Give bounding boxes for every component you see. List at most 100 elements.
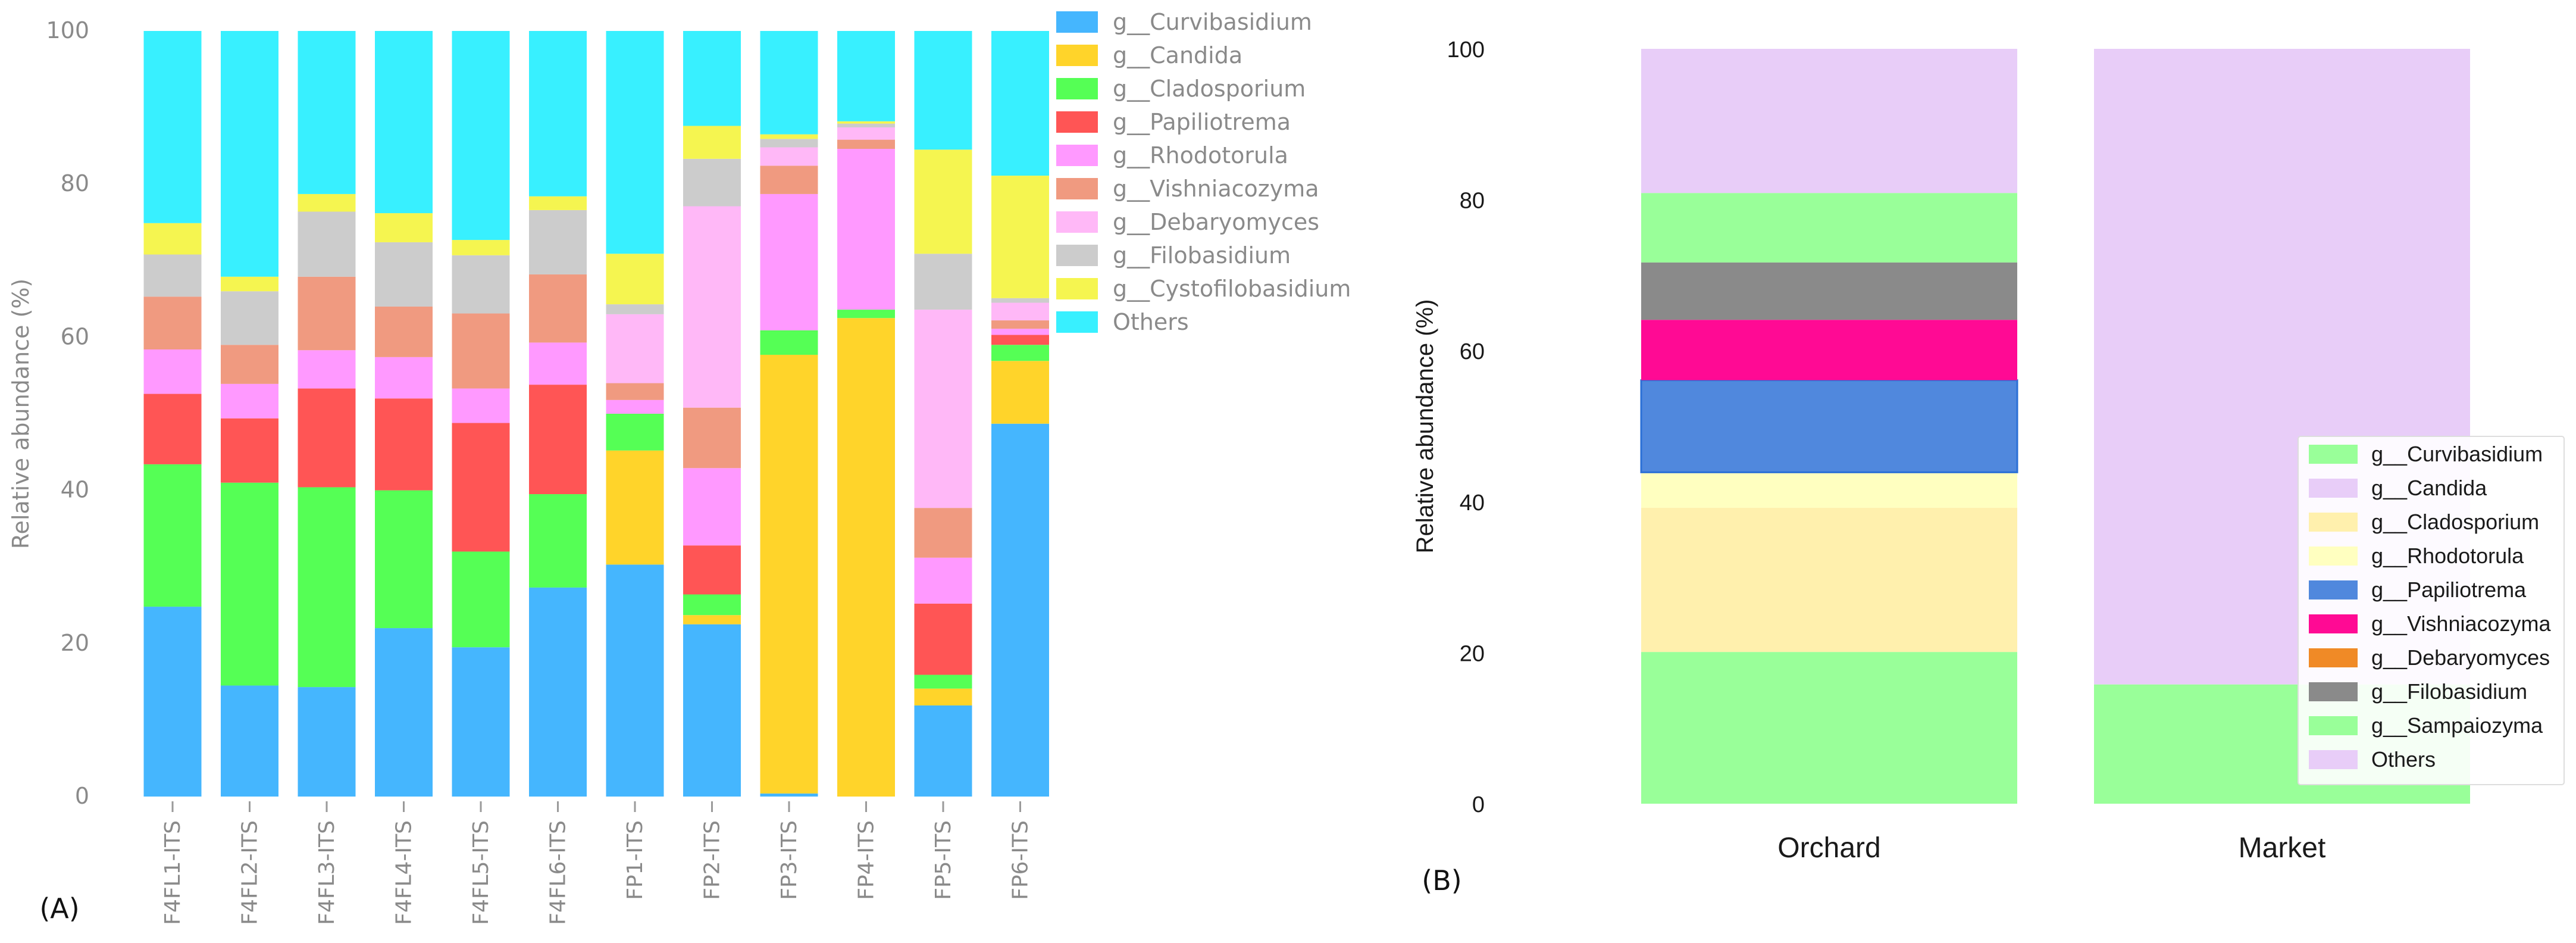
bar-fp6-its-g-papiliotrema — [991, 335, 1049, 345]
bar-f4fl6-its-g-filobasidium — [529, 210, 587, 274]
bar-f4fl4-its-g-rhodotorula — [375, 357, 433, 399]
bar-fp6-its-g-rhodotorula — [991, 329, 1049, 335]
bar-fp6-its-others — [991, 31, 1049, 176]
legend-label-g-cystofilobasidium: g__Cystofilobasidium — [1113, 276, 1351, 302]
x-tick-label: FP5-ITS — [931, 820, 956, 900]
legend-swatch-g-vishniacozyma — [2309, 614, 2358, 633]
bar-f4fl5-its-g-papiliotrema — [452, 423, 510, 552]
bar-fp1-its-g-candida — [606, 450, 664, 565]
bar-f4fl4-its-g-vishniacozyma — [375, 306, 433, 357]
bar-fp2-its-g-cladosporium — [683, 594, 741, 616]
legend-swatch-g-candida — [1056, 45, 1098, 66]
bar-f4fl4-its-g-filobasidium — [375, 242, 433, 307]
bar-f4fl6-its-g-papiliotrema — [529, 385, 587, 495]
bar-fp2-its-others — [683, 31, 741, 126]
bar-f4fl3-its-others — [298, 31, 356, 194]
bar-orchard-g-rhodotorula — [1641, 472, 2017, 508]
panel-label-a: (A) — [39, 892, 79, 925]
bar-fp2-its-g-vishniacozyma — [683, 407, 741, 469]
bar-fp4-its-g-debaryomyces — [837, 127, 895, 140]
y-tick-label: 20 — [61, 630, 89, 656]
bar-fp4-its-g-cystofilobasidium — [837, 121, 895, 124]
legend-label-g-papiliotrema: g__Papiliotrema — [1113, 109, 1291, 135]
x-tick-label: F4FL2-ITS — [238, 820, 262, 925]
x-tick-label: F4FL1-ITS — [161, 820, 185, 925]
bar-f4fl3-its-g-vishniacozyma — [298, 276, 356, 351]
bar-fp5-its-g-cladosporium — [914, 675, 972, 689]
bar-f4fl6-its-g-rhodotorula — [529, 342, 587, 385]
bar-fp1-its-g-filobasidium — [606, 304, 664, 314]
bar-f4fl1-its-g-vishniacozyma — [143, 296, 202, 349]
y-axis-label: Relative abundance (%) — [8, 279, 34, 549]
legend-swatch-g-cladosporium — [2309, 513, 2358, 532]
bar-orchard-g-vishniacozyma — [1641, 320, 2017, 380]
bar-fp6-its-g-vishniacozyma — [991, 320, 1049, 329]
bar-f4fl2-its-g-vishniacozyma — [221, 345, 278, 384]
bar-f4fl3-its-g-cladosporium — [298, 487, 356, 688]
legend-label-g-curvibasidium: g__Curvibasidium — [2371, 442, 2543, 466]
legend-swatch-g-rhodotorula — [2309, 547, 2358, 566]
legend-label-g-filobasidium: g__Filobasidium — [2371, 679, 2527, 704]
bar-fp3-its-g-debaryomyces — [760, 147, 818, 166]
bar-fp6-its-g-cladosporium — [991, 345, 1049, 361]
y-tick-label: 100 — [46, 17, 89, 43]
x-tick-label: Market — [2239, 832, 2326, 864]
bar-f4fl2-its-g-filobasidium — [221, 291, 278, 345]
bar-f4fl5-its-g-filobasidium — [452, 255, 510, 314]
bar-fp2-its-g-candida — [683, 615, 741, 624]
legend-swatch-g-sampaiozyma — [2309, 716, 2358, 735]
x-tick-label: FP4-ITS — [855, 820, 879, 900]
y-tick-label: 60 — [61, 323, 89, 349]
bar-fp2-its-g-cystofilobasidium — [683, 126, 741, 159]
bar-fp4-its-g-vishniacozyma — [837, 139, 895, 149]
legend-label-g-papiliotrema: g__Papiliotrema — [2371, 577, 2527, 602]
y-tick-label: 60 — [1460, 339, 1485, 364]
x-tick-label: Orchard — [1777, 832, 1880, 864]
bar-f4fl5-its-g-vishniacozyma — [452, 313, 510, 389]
legend-label-others: Others — [1113, 309, 1189, 335]
bar-fp3-its-g-cladosporium — [760, 330, 818, 355]
y-tick-label: 40 — [61, 477, 89, 503]
bar-fp4-its-g-candida — [837, 318, 895, 797]
bar-f4fl2-its-g-papiliotrema — [221, 418, 278, 483]
legend-label-g-candida: g__Candida — [1113, 42, 1242, 68]
bar-f4fl2-its-g-cystofilobasidium — [221, 276, 278, 292]
bar-f4fl4-its-others — [375, 31, 433, 214]
bar-f4fl6-its-g-curvibasidium — [529, 587, 587, 797]
bar-fp1-its-g-cladosporium — [606, 414, 664, 451]
x-tick-label: FP6-ITS — [1009, 820, 1033, 900]
legend-label-g-debaryomyces: g__Debaryomyces — [1113, 209, 1319, 235]
legend-swatch-g-papiliotrema — [1056, 111, 1098, 133]
bar-fp1-its-others — [606, 31, 664, 254]
bar-f4fl6-its-g-cystofilobasidium — [529, 196, 587, 210]
bar-fp6-its-g-debaryomyces — [991, 302, 1049, 321]
legend-swatch-g-curvibasidium — [2309, 445, 2358, 464]
bar-fp1-its-g-cystofilobasidium — [606, 254, 664, 305]
panel-b: 0 20 40 60 80 100 Relative abundance (%) Orchar… — [1412, 38, 2565, 897]
bar-orchard-others — [1641, 49, 2017, 193]
bar-fp6-its-g-cystofilobasidium — [991, 176, 1049, 298]
x-tick-label: F4FL6-ITS — [546, 820, 571, 925]
bar-f4fl5-its-g-cladosporium — [452, 551, 510, 648]
bar-f4fl2-its-others — [221, 31, 278, 277]
legend-swatch-g-cystofilobasidium — [1056, 278, 1098, 299]
bar-f4fl2-its-g-cladosporium — [221, 482, 278, 686]
legend-swatch-g-candida — [2309, 479, 2358, 498]
bar-fp2-its-g-filobasidium — [683, 158, 741, 207]
bar-f4fl6-its-others — [529, 31, 587, 196]
legend-swatch-g-debaryomyces — [1056, 211, 1098, 233]
bar-orchard-g-sampaiozyma — [1641, 193, 2017, 263]
legend-label-g-filobasidium: g__Filobasidium — [1113, 242, 1291, 268]
bar-f4fl5-its-g-rhodotorula — [452, 388, 510, 423]
bar-fp3-its-g-filobasidium — [760, 139, 818, 148]
bar-f4fl3-its-g-cystofilobasidium — [298, 193, 356, 212]
legend-swatch-g-debaryomyces — [2309, 648, 2358, 667]
legend-swatch-g-cladosporium — [1056, 78, 1098, 99]
y-tick-label: 0 — [1472, 792, 1485, 817]
legend-swatch-g-vishniacozyma — [1056, 178, 1098, 199]
bar-f4fl4-its-g-cladosporium — [375, 490, 433, 629]
bar-f4fl1-its-g-cystofilobasidium — [143, 223, 202, 255]
legend-label-g-cladosporium: g__Cladosporium — [1113, 76, 1306, 102]
bar-fp1-its-g-vishniacozyma — [606, 383, 664, 400]
